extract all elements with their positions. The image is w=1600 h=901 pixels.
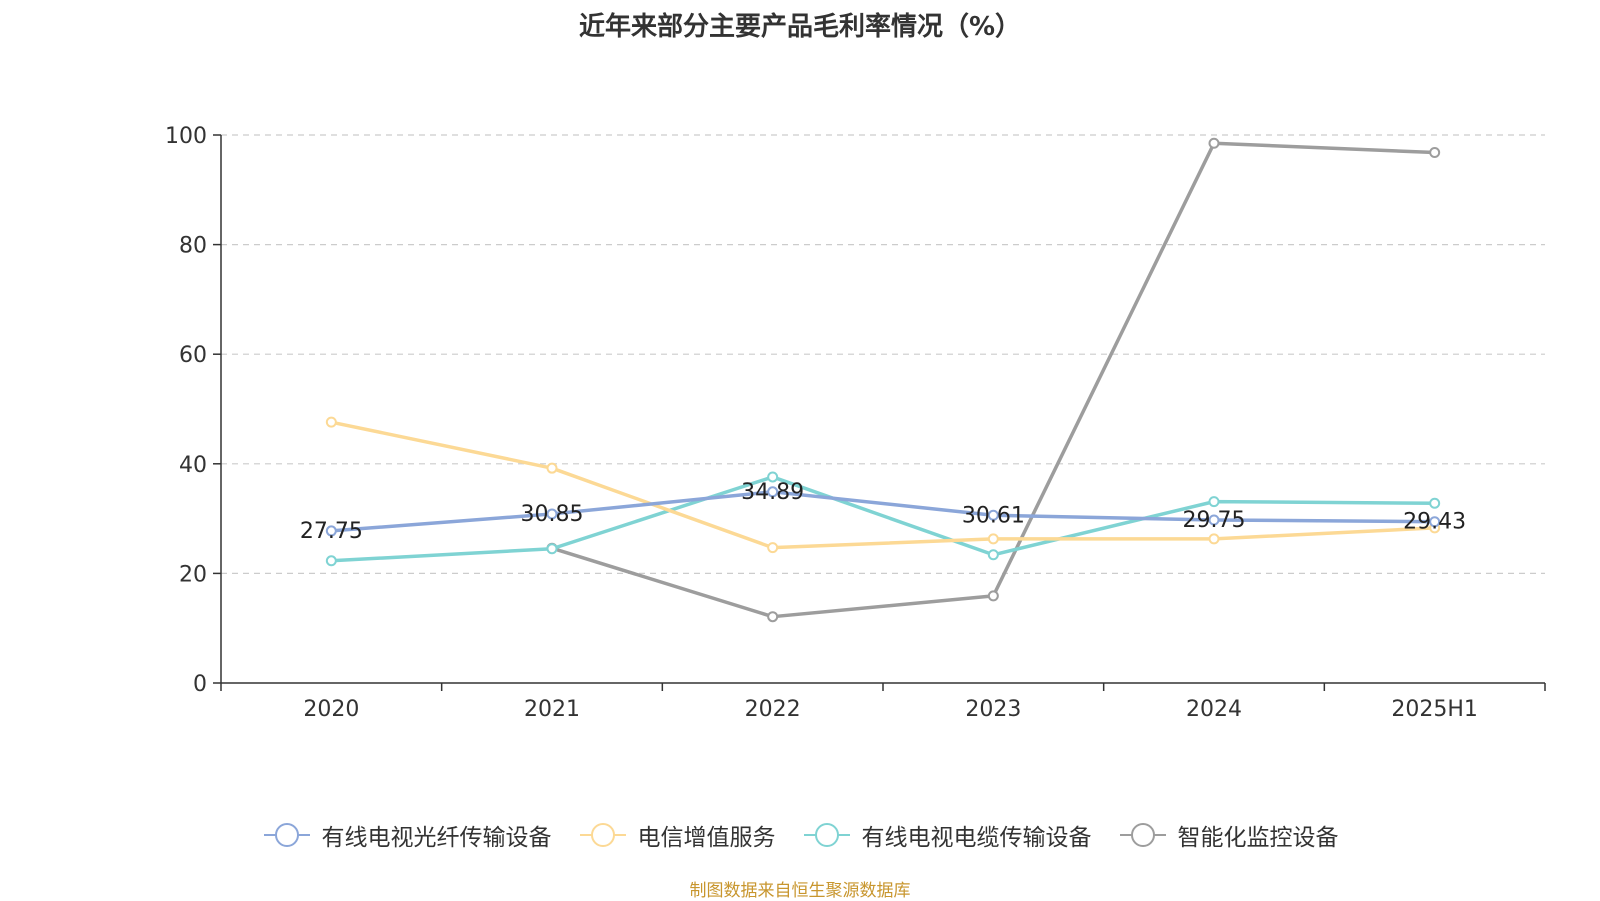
legend-item-series-1[interactable]: 电信增值服务 <box>578 818 776 852</box>
legend-label: 有线电视电缆传输设备 <box>861 825 1092 851</box>
y-tick-label: 80 <box>179 234 207 259</box>
legend-marker-icon <box>263 823 310 847</box>
legend-label: 电信增值服务 <box>637 825 776 851</box>
data-label: 27.75 <box>300 519 363 544</box>
data-point-1 <box>987 533 999 545</box>
y-tick-label: 100 <box>165 124 207 149</box>
data-point-0 <box>546 508 558 520</box>
y-tick-label: 20 <box>179 562 207 587</box>
y-tick-label: 40 <box>179 453 207 478</box>
data-labels: 27.75 30.85 34.89 30.61 29.75 29.43 <box>300 480 1466 544</box>
chart-title: 近年来部分主要产品毛利率情况（%） <box>578 12 1022 42</box>
data-point-2 <box>325 555 337 567</box>
data-point-2 <box>546 543 558 555</box>
x-tick-label: 2023 <box>965 697 1021 722</box>
data-point-3 <box>1429 147 1441 159</box>
series-lines <box>325 137 1441 623</box>
legend-marker-icon <box>579 823 626 847</box>
x-tick-label: 2025H1 <box>1391 697 1478 722</box>
grid-lines <box>221 134 1545 575</box>
data-point-3 <box>767 611 779 623</box>
data-point-0 <box>325 525 337 537</box>
legend-label: 智能化监控设备 <box>1177 825 1339 851</box>
x-tick-label: 2021 <box>524 697 580 722</box>
data-point-3 <box>987 590 999 602</box>
legend-item-series-2[interactable]: 有线电视电缆传输设备 <box>802 818 1092 852</box>
data-point-2 <box>987 549 999 561</box>
x-tick-label: 2022 <box>745 697 801 722</box>
data-point-1 <box>546 462 558 474</box>
legend-item-series-3[interactable]: 智能化监控设备 <box>1118 818 1339 852</box>
series-line-1 <box>330 420 1435 550</box>
data-point-0 <box>1429 516 1441 528</box>
legend: 有线电视光纤传输设备 电信增值服务 有线电视电缆传输设备 智能化监控设备 <box>0 818 1600 852</box>
legend-marker-icon <box>1119 823 1166 847</box>
data-label: 34.89 <box>741 480 804 505</box>
data-point-2 <box>1429 497 1441 509</box>
source-note: 制图数据来自恒生聚源数据库 <box>689 881 911 901</box>
data-point-0 <box>987 509 999 521</box>
data-point-1 <box>767 542 779 554</box>
data-point-3 <box>1208 137 1220 149</box>
legend-label: 有线电视光纤传输设备 <box>321 825 552 851</box>
x-tick-label: 2024 <box>1186 697 1242 722</box>
data-label: 29.43 <box>1403 510 1466 535</box>
y-tick-label: 60 <box>179 343 207 368</box>
x-tick-label: 2020 <box>303 697 359 722</box>
legend-marker-icon <box>803 823 850 847</box>
data-point-2 <box>1208 496 1220 508</box>
legend-item-series-0[interactable]: 有线电视光纤传输设备 <box>262 818 552 852</box>
data-point-1 <box>325 416 337 428</box>
data-label: 30.61 <box>962 503 1025 528</box>
data-point-1 <box>1208 533 1220 545</box>
data-point-0 <box>1208 514 1220 526</box>
data-point-2 <box>767 471 779 483</box>
series-line-2 <box>331 475 1435 563</box>
axes: 0 20 40 60 80 100 2020 2021 2022 2023 2024 2025H1 <box>165 124 1546 722</box>
series-line-0 <box>331 490 1435 533</box>
data-point-0 <box>767 486 779 498</box>
data-label: 29.75 <box>1183 508 1246 533</box>
y-tick-label: 0 <box>193 672 207 697</box>
series-line-3 <box>551 141 1435 619</box>
data-label: 30.85 <box>521 502 584 527</box>
